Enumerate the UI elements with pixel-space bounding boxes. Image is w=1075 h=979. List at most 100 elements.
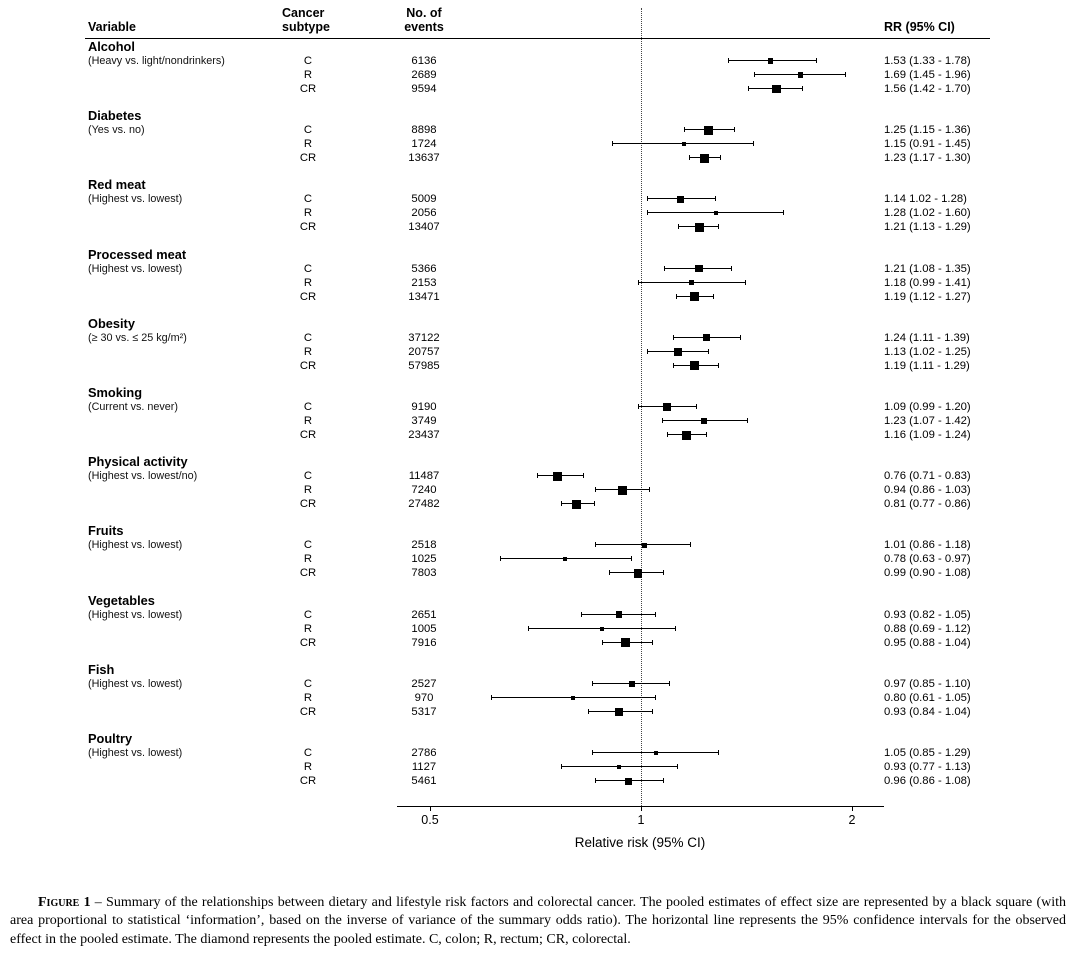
row-events: 970 (414, 691, 434, 704)
ci-cap-right (733, 127, 735, 133)
ci-cap-right (783, 210, 785, 216)
row-events: 5461 (411, 775, 437, 787)
row-subtype: R (303, 345, 313, 358)
group-label: Fruits (88, 523, 124, 539)
ci-cap-right (594, 501, 596, 507)
estimate-square (701, 418, 707, 424)
row-events: 2527 (411, 677, 437, 690)
reference-line-rr1 (641, 8, 642, 806)
ci-cap-left (612, 141, 614, 147)
ci-cap-right (731, 265, 733, 271)
ci-cap-left (587, 708, 589, 714)
row-events: 13407 (408, 221, 440, 234)
ci-cap-left (602, 639, 604, 645)
ci-cap-right (717, 224, 719, 230)
estimate-square (572, 499, 582, 509)
row-subtype: CR (299, 567, 317, 580)
row-events: 7916 (411, 636, 437, 649)
ci-cap-right (712, 293, 714, 299)
estimate-square (695, 265, 703, 273)
row-rr-text: 0.96 (0.86 - 1.08) (884, 775, 971, 787)
ci-cap-right (740, 334, 742, 340)
ci-cap-right (844, 72, 846, 77)
estimate-square (704, 125, 714, 135)
ci-cap-left (675, 293, 677, 299)
estimate-square (633, 569, 643, 578)
row-rr-text: 1.14 1.02 - 1.28) (884, 193, 967, 206)
ci-cap-left (595, 778, 597, 783)
ci-cap-right (753, 141, 755, 147)
row-rr-text: 0.76 (0.71 - 0.83) (884, 470, 971, 483)
row-events: 2518 (411, 539, 437, 552)
ci-cap-left (664, 265, 666, 271)
ci-cap-left (672, 362, 674, 368)
row-subtype: C (303, 747, 313, 759)
row-events: 8898 (411, 124, 437, 137)
row-events: 2651 (411, 608, 437, 621)
row-rr-text: 0.80 (0.61 - 1.05) (884, 691, 971, 704)
x-axis-line (397, 806, 884, 807)
row-events: 9190 (411, 401, 437, 413)
row-subtype: R (303, 484, 313, 497)
ci-cap-right (630, 556, 632, 562)
ci-cap-left (667, 432, 669, 437)
row-rr-text: 1.05 (0.85 - 1.29) (884, 747, 971, 759)
row-subtype: C (303, 331, 313, 344)
row-events: 13471 (408, 290, 440, 303)
row-events: 1724 (411, 138, 437, 151)
ci-cap-left (727, 58, 729, 63)
row-subtype: R (303, 622, 313, 635)
estimate-square (617, 485, 627, 495)
ci-cap-right (719, 155, 721, 161)
estimate-square (616, 764, 621, 770)
estimate-square (689, 292, 699, 302)
figure-caption-text: – Summary of the relationships between d… (10, 895, 1067, 947)
ci-cap-right (801, 86, 803, 91)
ci-cap-right (649, 487, 650, 493)
column-header-no-of-events-line1: No. of (406, 6, 442, 20)
row-rr-text: 1.09 (0.99 - 1.20) (884, 401, 971, 413)
row-subtype: CR (299, 152, 317, 165)
ci-cap-right (654, 611, 656, 617)
row-subtype: R (303, 69, 313, 81)
ci-cap-left (490, 694, 492, 700)
group-label: Fish (88, 661, 115, 677)
estimate-square (699, 153, 709, 163)
group-comparison: (Current vs. never) (88, 401, 178, 413)
estimate-square (767, 58, 774, 64)
x-axis-tick (852, 806, 853, 811)
group-comparison: (Highest vs. lowest) (88, 608, 183, 621)
estimate-square (714, 211, 719, 216)
ci-cap-left (647, 196, 648, 202)
ci-cap-left (528, 625, 529, 631)
row-subtype: CR (299, 359, 317, 372)
ci-cap-right (715, 196, 717, 202)
group-comparison: (Highest vs. lowest) (88, 747, 183, 759)
ci-cap-left (661, 418, 663, 423)
row-events: 57985 (408, 359, 440, 372)
ci-cap-left (580, 611, 582, 617)
group-comparison: (Highest vs. lowest) (88, 262, 183, 275)
row-subtype: R (303, 138, 313, 151)
row-rr-text: 0.81 (0.77 - 0.86) (884, 498, 971, 511)
row-rr-text: 0.93 (0.82 - 1.05) (884, 608, 971, 621)
ci-cap-right (674, 625, 676, 631)
row-rr-text: 1.23 (1.07 - 1.42) (884, 415, 971, 427)
estimate-square (681, 430, 691, 440)
row-events: 2689 (411, 69, 437, 81)
row-subtype: CR (299, 775, 317, 787)
ci-cap-right (695, 404, 697, 409)
row-rr-text: 1.13 (1.02 - 1.25) (884, 345, 971, 358)
ci-cap-left (637, 404, 639, 409)
row-rr-text: 0.97 (0.85 - 1.10) (884, 677, 971, 690)
column-header-cancer-subtype-line2: subtype (282, 20, 330, 34)
ci-cap-right (717, 750, 719, 755)
group-comparison: (≥ 30 vs. ≤ 25 kg/m²) (88, 331, 187, 344)
row-rr-text: 0.88 (0.69 - 1.12) (884, 622, 971, 635)
header-rule (85, 38, 990, 39)
row-subtype: C (303, 470, 313, 483)
row-events: 7240 (411, 484, 437, 497)
column-header-no-of-events: No. of events (384, 6, 464, 34)
row-rr-text: 1.19 (1.12 - 1.27) (884, 290, 971, 303)
